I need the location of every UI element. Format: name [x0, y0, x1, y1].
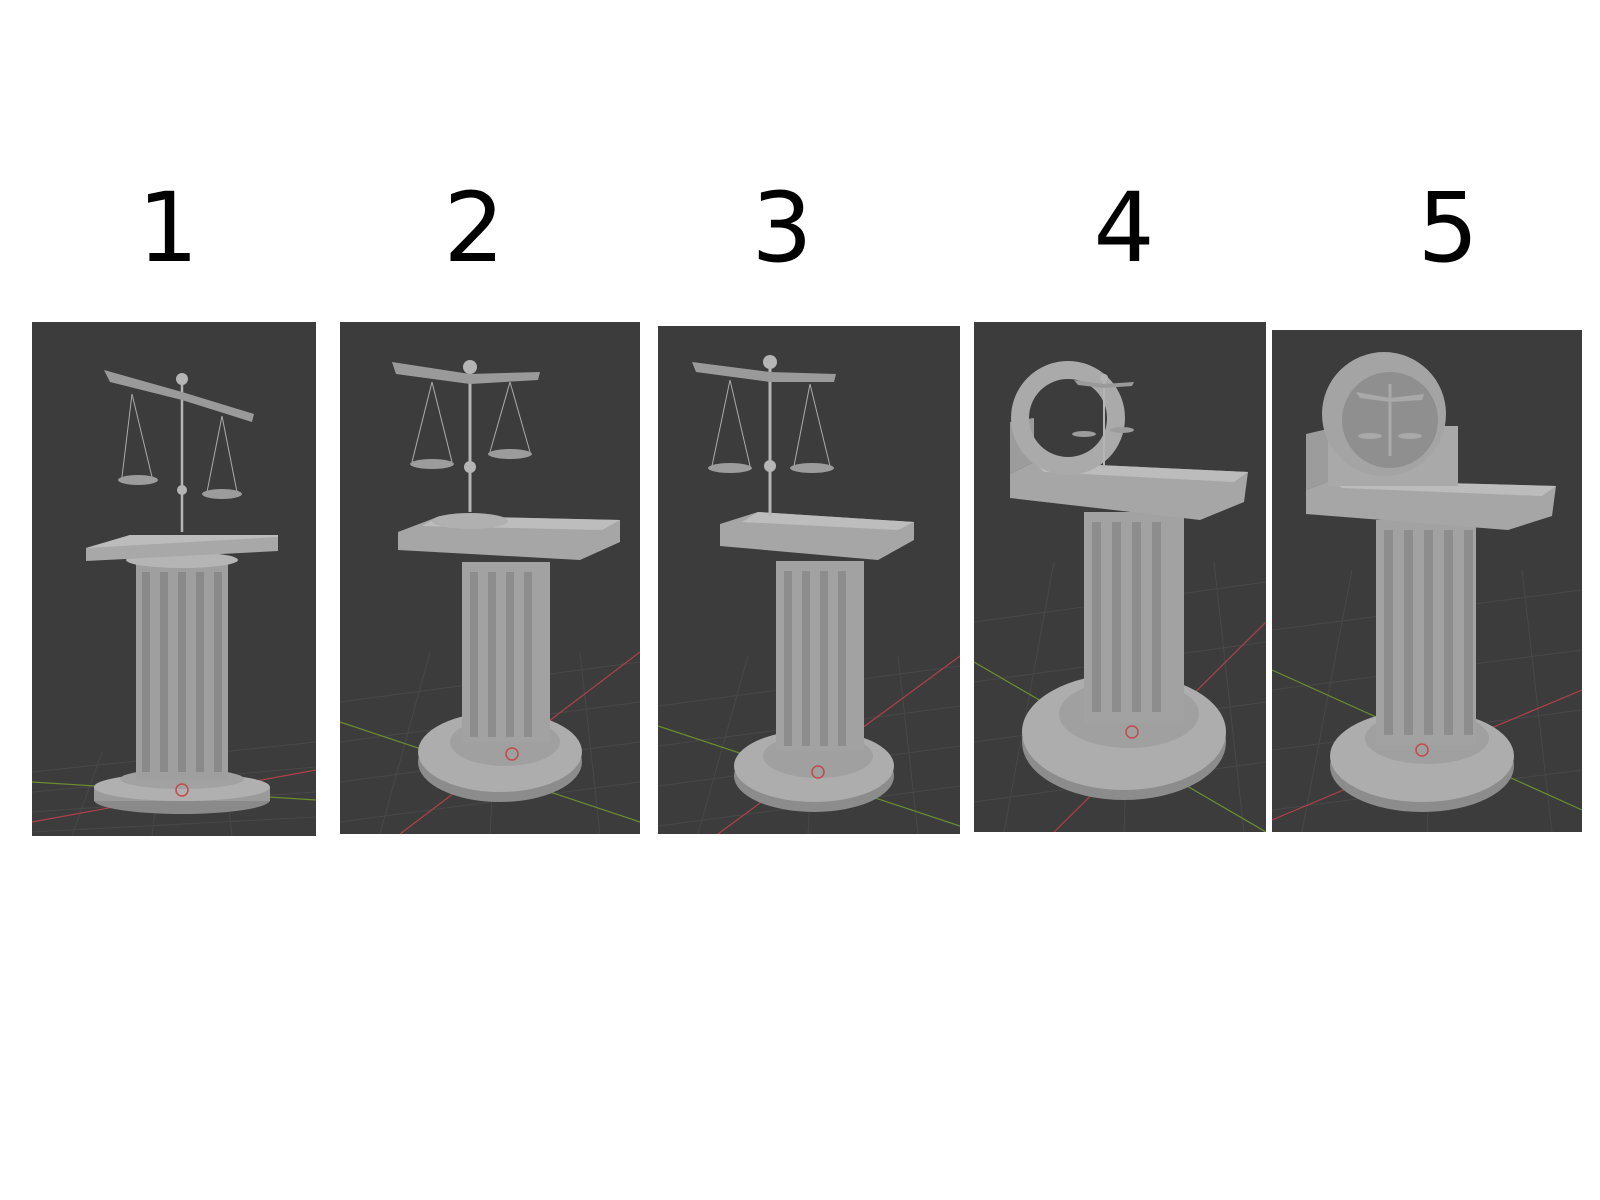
panel-2-label: 2	[443, 172, 505, 284]
panel-1-label: 1	[137, 172, 199, 284]
render-2	[340, 360, 640, 834]
viewport-panel-4	[974, 322, 1266, 832]
origin-cursor-icon	[1125, 725, 1139, 739]
origin-cursor-icon	[505, 747, 519, 761]
panel-4-label: 4	[1093, 172, 1155, 284]
render-3	[658, 355, 960, 834]
origin-cursor-icon	[811, 765, 825, 779]
viewport-panel-5	[1272, 330, 1582, 832]
render-1	[32, 370, 316, 836]
render-5	[1272, 352, 1582, 832]
panel-3-label: 3	[751, 172, 813, 284]
viewport-panel-1	[32, 322, 316, 836]
panel-5-label: 5	[1417, 172, 1479, 284]
viewport-panel-2	[340, 322, 640, 834]
viewport-panel-3	[658, 326, 960, 834]
origin-cursor-icon	[175, 783, 189, 797]
render-4	[974, 361, 1266, 832]
origin-cursor-icon	[1415, 743, 1429, 757]
